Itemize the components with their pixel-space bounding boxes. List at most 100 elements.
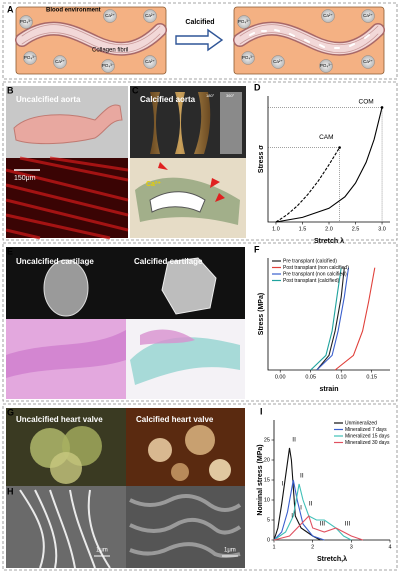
panel-label: F — [254, 244, 260, 254]
ion-label: Ca²⁺ — [55, 59, 65, 64]
ion — [321, 9, 335, 23]
y-axis-label: Stress σ — [258, 145, 265, 173]
annotation: I — [300, 505, 302, 512]
angle-label: 180° — [206, 93, 215, 98]
arrows — [158, 162, 225, 202]
panel-title: Calcified aorta — [140, 95, 196, 104]
panel-a-frame — [2, 2, 398, 80]
annotation: CAM — [319, 134, 333, 141]
x-tick-label: 1.0 — [272, 226, 280, 232]
ion-label: Ca²⁺ — [105, 13, 115, 18]
panel-label: I — [260, 406, 263, 416]
ion — [361, 55, 375, 69]
y-axis-label: Stress (MPa) — [258, 293, 265, 335]
panel-title: Uncalcified cartilage — [16, 257, 94, 266]
series-line — [273, 479, 325, 541]
ion-label: PO₄³⁻ — [320, 63, 333, 68]
panel-label: D — [254, 82, 261, 92]
arrow-label: Calcified — [185, 19, 214, 26]
series-line — [273, 514, 364, 541]
ion-label: Ca²⁺ — [146, 181, 161, 188]
series-line — [275, 107, 383, 223]
calcific-nodule — [148, 438, 172, 462]
x-tick-label: 4 — [388, 544, 391, 550]
legend-label: Post transplant (non calcified) — [283, 265, 349, 271]
ct-slice — [220, 92, 242, 154]
panel-e: E Uncalcified cartilage Calcified cartil… — [6, 246, 245, 399]
panel-ghi-frame — [2, 403, 398, 571]
panel-bcd-frame — [2, 81, 398, 241]
x-tick-label: 1 — [272, 544, 275, 550]
x-tick-label: 0.00 — [275, 374, 286, 380]
y-tick-label: 0 — [267, 537, 270, 543]
aorta-ct — [150, 92, 211, 154]
ion-label: PO₄³⁻ — [24, 55, 37, 60]
ion-label: Ca²⁺ — [363, 59, 373, 64]
axes — [267, 258, 390, 371]
x-tick-label: 0.05 — [305, 374, 316, 380]
annotation: I — [291, 513, 293, 520]
series-line — [316, 267, 350, 371]
annotation: II — [309, 501, 313, 508]
ion-label: Ca²⁺ — [145, 13, 155, 18]
legend-label: Unmineralized — [345, 420, 377, 426]
annotation: II — [292, 437, 296, 444]
scale-label: 150μm — [14, 175, 36, 182]
x-axis-label: Stretch λ — [314, 237, 344, 245]
arrow — [175, 28, 224, 52]
peak-marker — [380, 106, 384, 109]
panel-a: A Blood environment Collagen fibril Calc… — [7, 4, 385, 75]
ion-label: Ca²⁺ — [145, 59, 155, 64]
ion — [103, 9, 117, 23]
legend-label: Mineralized 30 days — [345, 440, 390, 446]
x-tick-label: 1.5 — [299, 226, 307, 232]
reference-line — [268, 147, 340, 222]
tissue — [6, 330, 126, 378]
panel-gh: G Uncalcified heart valve Calcified hear… — [6, 407, 245, 569]
panel-label: C — [132, 85, 139, 95]
ion — [143, 9, 157, 23]
series-line — [273, 483, 352, 541]
ion-label: PO₄³⁻ — [20, 19, 33, 24]
ion-label: PO₄³⁻ — [242, 55, 255, 60]
cartilage — [161, 257, 217, 315]
ion — [319, 59, 333, 73]
panel-label: B — [7, 85, 14, 95]
panel-label: H — [7, 486, 14, 496]
collagen-label: Collagen fibril — [92, 48, 128, 54]
ion — [23, 51, 37, 65]
panel-label: A — [7, 4, 14, 14]
calcific-nodule — [171, 463, 189, 481]
legend-label: Mineralized 7 days — [345, 427, 387, 433]
ion-label: PO₄³⁻ — [238, 19, 251, 24]
x-tick-label: 2.5 — [352, 226, 360, 232]
scale-label: 1μm — [96, 548, 108, 554]
ion — [53, 55, 67, 69]
annotation: COM — [359, 98, 374, 105]
legend-label: Pre transplant (non calcified) — [283, 271, 347, 277]
peak-marker — [338, 146, 341, 149]
scale-label: 1μm — [224, 548, 236, 554]
fibrils — [15, 21, 385, 56]
y-tick-label: 25 — [264, 437, 270, 443]
panel-c: C Calcified aorta 180° 360° Ca²⁺ — [130, 85, 246, 238]
angle-label: 360° — [226, 93, 235, 98]
x-tick-label: 2.0 — [325, 226, 333, 232]
calcification — [149, 191, 206, 213]
annotation: III — [320, 521, 326, 528]
panel-title: Uncalcified aorta — [16, 95, 81, 104]
annotation: III — [345, 521, 351, 528]
y-tick-label: 20 — [264, 457, 270, 463]
ion — [241, 51, 255, 65]
x-tick-label: 2 — [311, 544, 314, 550]
panel-label: E — [7, 246, 13, 256]
panel-title: Calcified heart valve — [136, 415, 214, 424]
y-tick-label: 15 — [264, 477, 270, 483]
ion — [143, 55, 157, 69]
calcific-nodule — [185, 425, 215, 455]
legend-label: Post transplant (calcified) — [283, 278, 339, 284]
leaflet — [50, 452, 82, 484]
x-tick-label: 3.0 — [378, 226, 386, 232]
x-tick-label: 0.10 — [336, 374, 347, 380]
